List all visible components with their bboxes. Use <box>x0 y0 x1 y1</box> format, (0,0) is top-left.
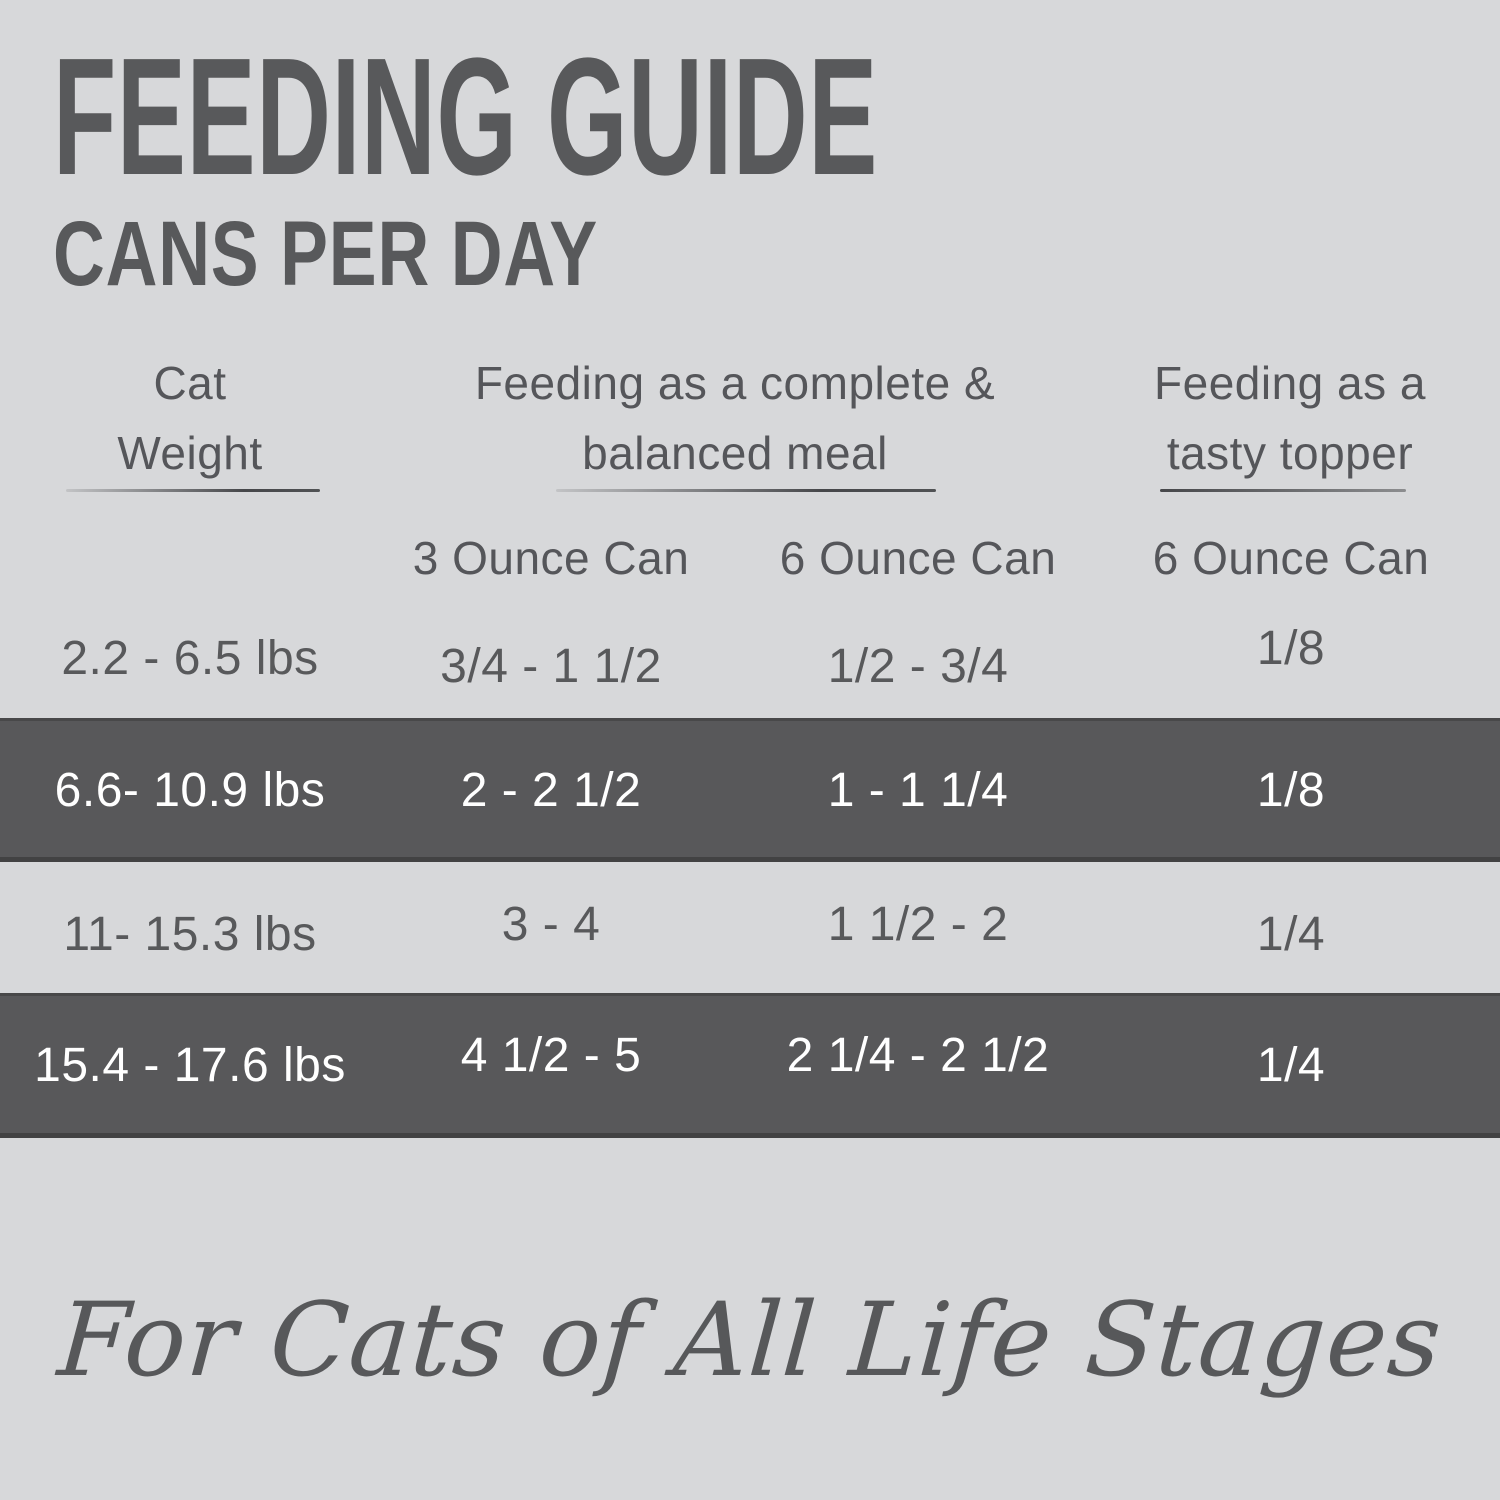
column-header-topper-6oz-can: 6 Ounce Can <box>1152 532 1430 584</box>
header-line: Weight <box>117 427 263 479</box>
column-group-header-cat-weight: Cat Weight <box>30 348 350 488</box>
table-row: 11- 15.3 lbs 3 - 4 1 1/2 - 2 1/4 <box>0 888 1500 980</box>
column-group-header-tasty-topper: Feeding as a tasty topper <box>1095 348 1485 488</box>
meal-3oz-cell: 3 - 4 <box>501 897 601 951</box>
header-underline-complete-meal <box>556 489 936 492</box>
page-title: FEEDING GUIDE <box>53 24 878 210</box>
cat-weight-cell: 6.6- 10.9 lbs <box>54 763 326 817</box>
cat-weight-cell: 11- 15.3 lbs <box>63 907 317 961</box>
meal-3oz-cell: 3/4 - 1 1/2 <box>440 639 662 693</box>
topper-6oz-cell: 1/4 <box>1256 1039 1326 1092</box>
header-underline-cat-weight <box>66 489 320 492</box>
meal-6oz-cell: 1/2 - 3/4 <box>827 639 1009 693</box>
column-header-6oz-can: 6 Ounce Can <box>779 532 1057 584</box>
header-line: tasty topper <box>1166 427 1414 479</box>
topper-6oz-cell: 1/8 <box>1256 763 1326 817</box>
header-line: Cat <box>153 357 227 409</box>
topper-6oz-cell: 1/4 <box>1256 907 1326 961</box>
meal-3oz-cell: 2 - 2 1/2 <box>460 763 642 817</box>
all-life-stages-tagline: For Cats of All Life Stages <box>54 1281 1446 1400</box>
header-underline-tasty-topper <box>1160 489 1406 492</box>
topper-6oz-cell: 1/8 <box>1256 621 1326 675</box>
table-row: 2.2 - 6.5 lbs 3/4 - 1 1/2 1/2 - 3/4 1/8 <box>0 618 1500 698</box>
header-line: balanced meal <box>582 427 888 479</box>
cat-weight-cell: 15.4 - 17.6 lbs <box>34 1039 346 1092</box>
meal-6oz-cell: 1 1/2 - 2 <box>827 897 1009 951</box>
header-line: Feeding as a complete & <box>474 357 996 409</box>
header-line: Feeding as a <box>1154 357 1426 409</box>
meal-6oz-cell: 1 - 1 1/4 <box>827 763 1009 817</box>
table-row: 6.6- 10.9 lbs 2 - 2 1/2 1 - 1 1/4 1/8 <box>0 718 1500 862</box>
column-header-3oz-can: 3 Ounce Can <box>412 532 690 584</box>
column-group-header-complete-meal: Feeding as a complete & balanced meal <box>435 348 1035 488</box>
meal-6oz-cell: 2 1/4 - 2 1/2 <box>786 1029 1050 1082</box>
table-row: 15.4 - 17.6 lbs 4 1/2 - 5 2 1/4 - 2 1/2 … <box>0 993 1500 1138</box>
meal-3oz-cell: 4 1/2 - 5 <box>460 1029 642 1082</box>
page-subtitle: CANS PER DAY <box>53 203 599 305</box>
cat-weight-cell: 2.2 - 6.5 lbs <box>61 631 319 685</box>
can-size-header-row: 3 Ounce Can 6 Ounce Can 6 Ounce Can <box>0 520 1500 596</box>
